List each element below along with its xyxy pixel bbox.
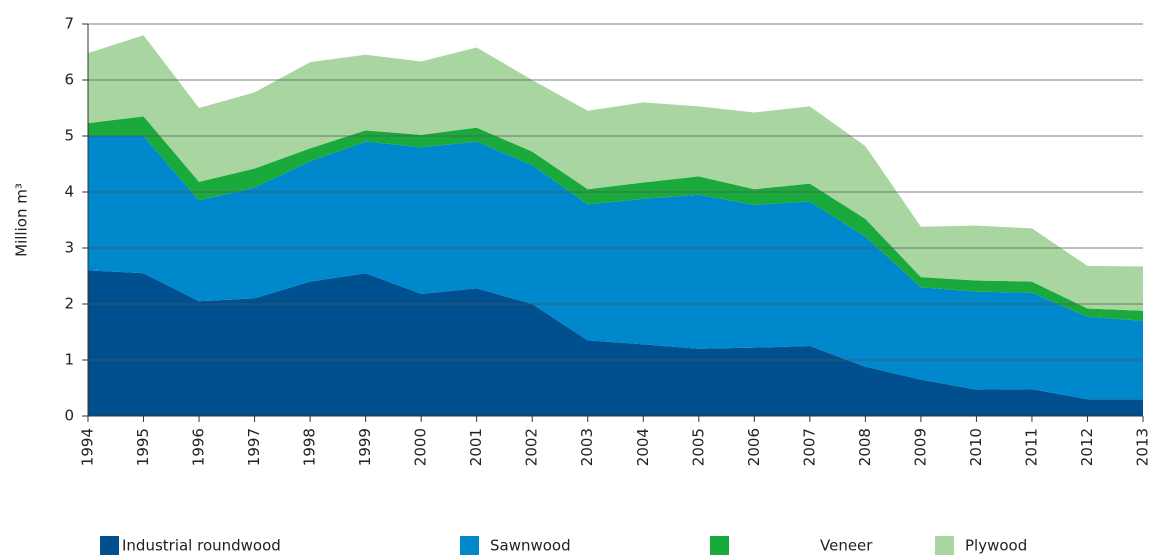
y-tick-label: 1 [64, 351, 74, 369]
legend-swatch [710, 536, 729, 555]
x-tick-label: 2009 [911, 428, 929, 466]
x-tick-label: 2000 [412, 428, 430, 466]
y-tick-label: 4 [64, 183, 74, 201]
area [88, 270, 1143, 416]
x-tick-label: 1994 [79, 428, 97, 466]
y-tick-label: 6 [64, 71, 74, 89]
x-tick-label: 2005 [689, 428, 707, 466]
x-tick-label: 1996 [190, 428, 208, 466]
x-tick-label: 2006 [745, 428, 763, 466]
x-tick-label: 1995 [134, 428, 152, 466]
y-tick-label: 2 [64, 295, 74, 313]
legend-label: Sawnwood [490, 537, 571, 555]
x-tick-label: 2003 [578, 428, 596, 466]
y-tick-label: 7 [64, 15, 74, 33]
legend-swatch [100, 536, 119, 555]
x-tick-label: 2010 [967, 428, 985, 466]
x-tick-label: 1999 [356, 428, 374, 466]
legend-label: Veneer [820, 537, 873, 555]
y-tick-label: 5 [64, 127, 74, 145]
x-tick-label: 2001 [467, 428, 485, 466]
x-tick-label: 2008 [856, 428, 874, 466]
legend-label: Plywood [965, 537, 1027, 555]
area [88, 136, 1143, 400]
legend-swatch [460, 536, 479, 555]
area [88, 35, 1143, 311]
y-axis-label: Million m³ [13, 183, 31, 257]
x-tick-label: 2011 [1022, 428, 1040, 466]
x-tick-label: 1998 [301, 428, 319, 466]
legend-swatch [935, 536, 954, 555]
x-tick-label: 2002 [523, 428, 541, 466]
y-tick-label: 0 [64, 407, 74, 425]
x-tick-label: 2012 [1078, 428, 1096, 466]
y-tick-label: 3 [64, 239, 74, 257]
x-tick-label: 2013 [1134, 428, 1152, 466]
x-tick-label: 1997 [245, 428, 263, 466]
x-tick-label: 2004 [634, 428, 652, 466]
legend-label: Industrial roundwood [122, 537, 281, 555]
x-tick-label: 2007 [800, 428, 818, 466]
